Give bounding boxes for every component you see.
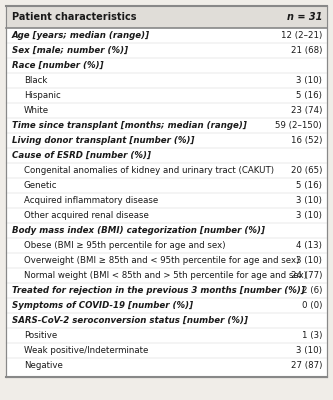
Text: Treated for rejection in the previous 3 months [number (%)]: Treated for rejection in the previous 3 …	[12, 286, 305, 295]
Text: Positive: Positive	[24, 331, 57, 340]
Text: 3 (10): 3 (10)	[296, 211, 322, 220]
Text: Race [number (%)]: Race [number (%)]	[12, 61, 104, 70]
Text: Obese (BMI ≥ 95th percentile for age and sex): Obese (BMI ≥ 95th percentile for age and…	[24, 241, 225, 250]
Text: Other acquired renal disease: Other acquired renal disease	[24, 211, 149, 220]
Text: 3 (10): 3 (10)	[296, 76, 322, 85]
Text: 3 (10): 3 (10)	[296, 346, 322, 355]
Text: 3 (10): 3 (10)	[296, 196, 322, 205]
Text: 21 (68): 21 (68)	[291, 46, 322, 55]
Text: Body mass index (BMI) categorization [number (%)]: Body mass index (BMI) categorization [nu…	[12, 226, 265, 235]
Text: 12 (2–21): 12 (2–21)	[281, 31, 322, 40]
Text: 0 (0): 0 (0)	[302, 301, 322, 310]
Text: Symptoms of COVID-19 [number (%)]: Symptoms of COVID-19 [number (%)]	[12, 301, 193, 310]
Text: Weak positive/Indeterminate: Weak positive/Indeterminate	[24, 346, 149, 355]
Text: 59 (2–150): 59 (2–150)	[275, 121, 322, 130]
Text: Normal weight (BMI < 85th and > 5th percentile for age and sex): Normal weight (BMI < 85th and > 5th perc…	[24, 271, 307, 280]
Text: 16 (52): 16 (52)	[291, 136, 322, 145]
Text: Black: Black	[24, 76, 47, 85]
Text: 3 (10): 3 (10)	[296, 256, 322, 265]
Text: 4 (13): 4 (13)	[296, 241, 322, 250]
Text: Hispanic: Hispanic	[24, 91, 61, 100]
Text: 1 (3): 1 (3)	[302, 331, 322, 340]
Text: 24 (77): 24 (77)	[291, 271, 322, 280]
Text: Time since transplant [months; median (range)]: Time since transplant [months; median (r…	[12, 121, 247, 130]
Text: n = 31: n = 31	[287, 12, 322, 22]
Text: Genetic: Genetic	[24, 181, 58, 190]
Bar	[6, 6, 327, 28]
Text: Acquired inflammatory disease: Acquired inflammatory disease	[24, 196, 158, 205]
Text: Cause of ESRD [number (%)]: Cause of ESRD [number (%)]	[12, 151, 151, 160]
Text: Patient characteristics: Patient characteristics	[12, 12, 137, 22]
Text: Sex [male; number (%)]: Sex [male; number (%)]	[12, 46, 128, 55]
Text: 5 (16): 5 (16)	[296, 181, 322, 190]
Text: 27 (87): 27 (87)	[291, 361, 322, 370]
Text: SARS-CoV-2 seroconversion status [number (%)]: SARS-CoV-2 seroconversion status [number…	[12, 316, 248, 325]
Text: Negative: Negative	[24, 361, 63, 370]
Text: White: White	[24, 106, 49, 115]
Text: 2 (6): 2 (6)	[302, 286, 322, 295]
Text: Living donor transplant [number (%)]: Living donor transplant [number (%)]	[12, 136, 194, 145]
Text: 23 (74): 23 (74)	[291, 106, 322, 115]
Text: Congenital anomalies of kidney and urinary tract (CAKUT): Congenital anomalies of kidney and urina…	[24, 166, 274, 175]
Text: 5 (16): 5 (16)	[296, 91, 322, 100]
Text: Overweight (BMI ≥ 85th and < 95th percentile for age and sex): Overweight (BMI ≥ 85th and < 95th percen…	[24, 256, 299, 265]
Text: Age [years; median (range)]: Age [years; median (range)]	[12, 31, 150, 40]
Text: 20 (65): 20 (65)	[291, 166, 322, 175]
